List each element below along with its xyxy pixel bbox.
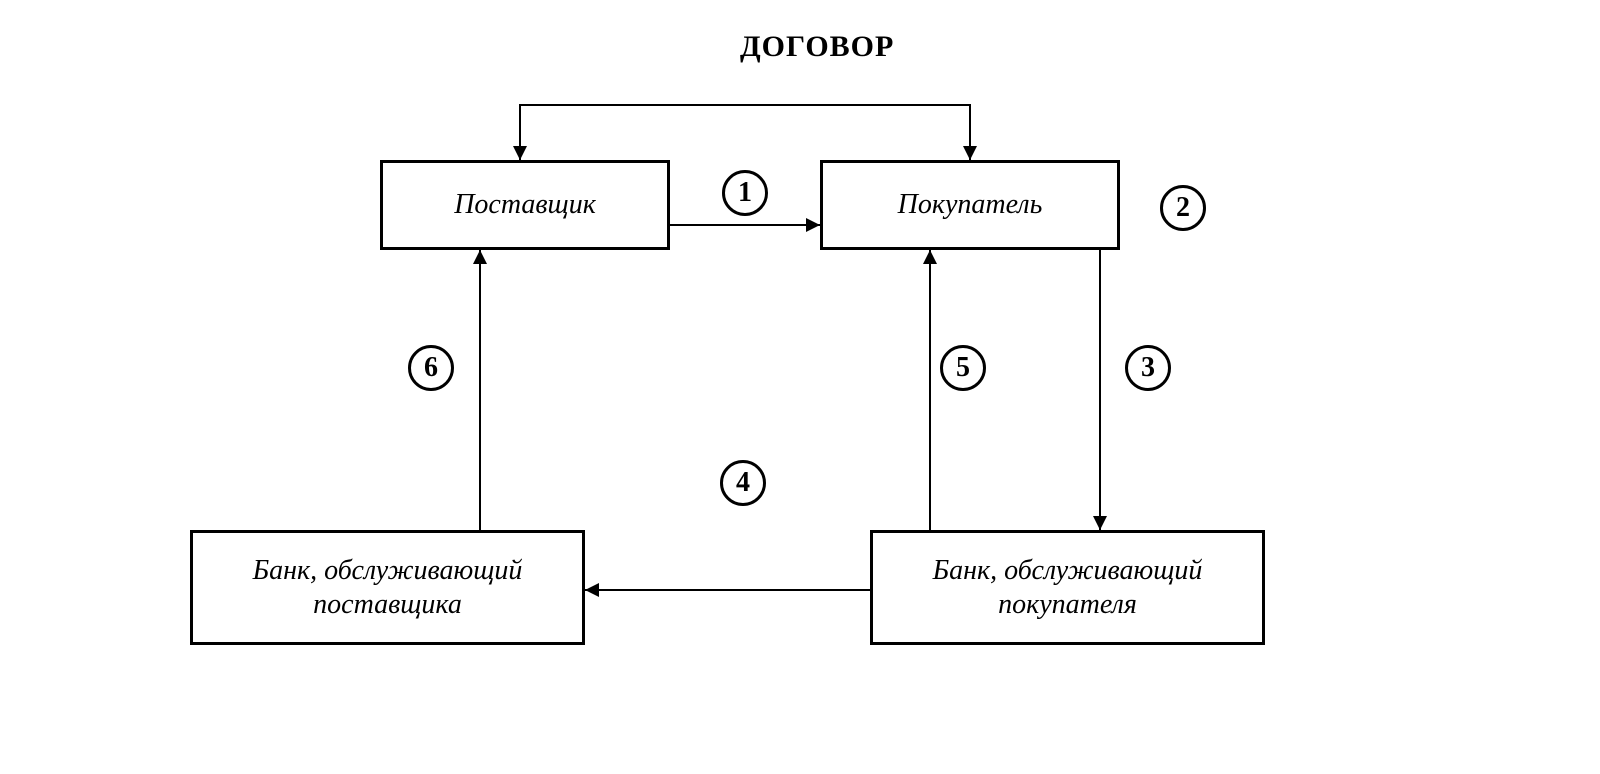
step-1: 1 bbox=[722, 170, 768, 216]
step-5: 5 bbox=[940, 345, 986, 391]
diagram-title: ДОГОВОР bbox=[740, 30, 894, 64]
node-supplier-label: Поставщик bbox=[454, 188, 596, 222]
step-4: 4 bbox=[720, 460, 766, 506]
step-3: 3 bbox=[1125, 345, 1171, 391]
diagram-stage: ДОГОВОР Поставщик Покупатель Банк, обслу… bbox=[0, 0, 1600, 774]
node-bank-supplier: Банк, обслуживающий поставщика bbox=[190, 530, 585, 645]
step-6: 6 bbox=[408, 345, 454, 391]
node-bank-buyer-label: Банк, обслуживающий покупателя bbox=[933, 554, 1203, 621]
node-buyer-label: Покупатель bbox=[898, 188, 1043, 222]
node-bank-buyer: Банк, обслуживающий покупателя bbox=[870, 530, 1265, 645]
node-buyer: Покупатель bbox=[820, 160, 1120, 250]
edge-contract-left bbox=[520, 105, 970, 160]
node-supplier: Поставщик bbox=[380, 160, 670, 250]
node-bank-supplier-label: Банк, обслуживающий поставщика bbox=[253, 554, 523, 621]
edges-layer bbox=[0, 0, 1600, 774]
step-2: 2 bbox=[1160, 185, 1206, 231]
